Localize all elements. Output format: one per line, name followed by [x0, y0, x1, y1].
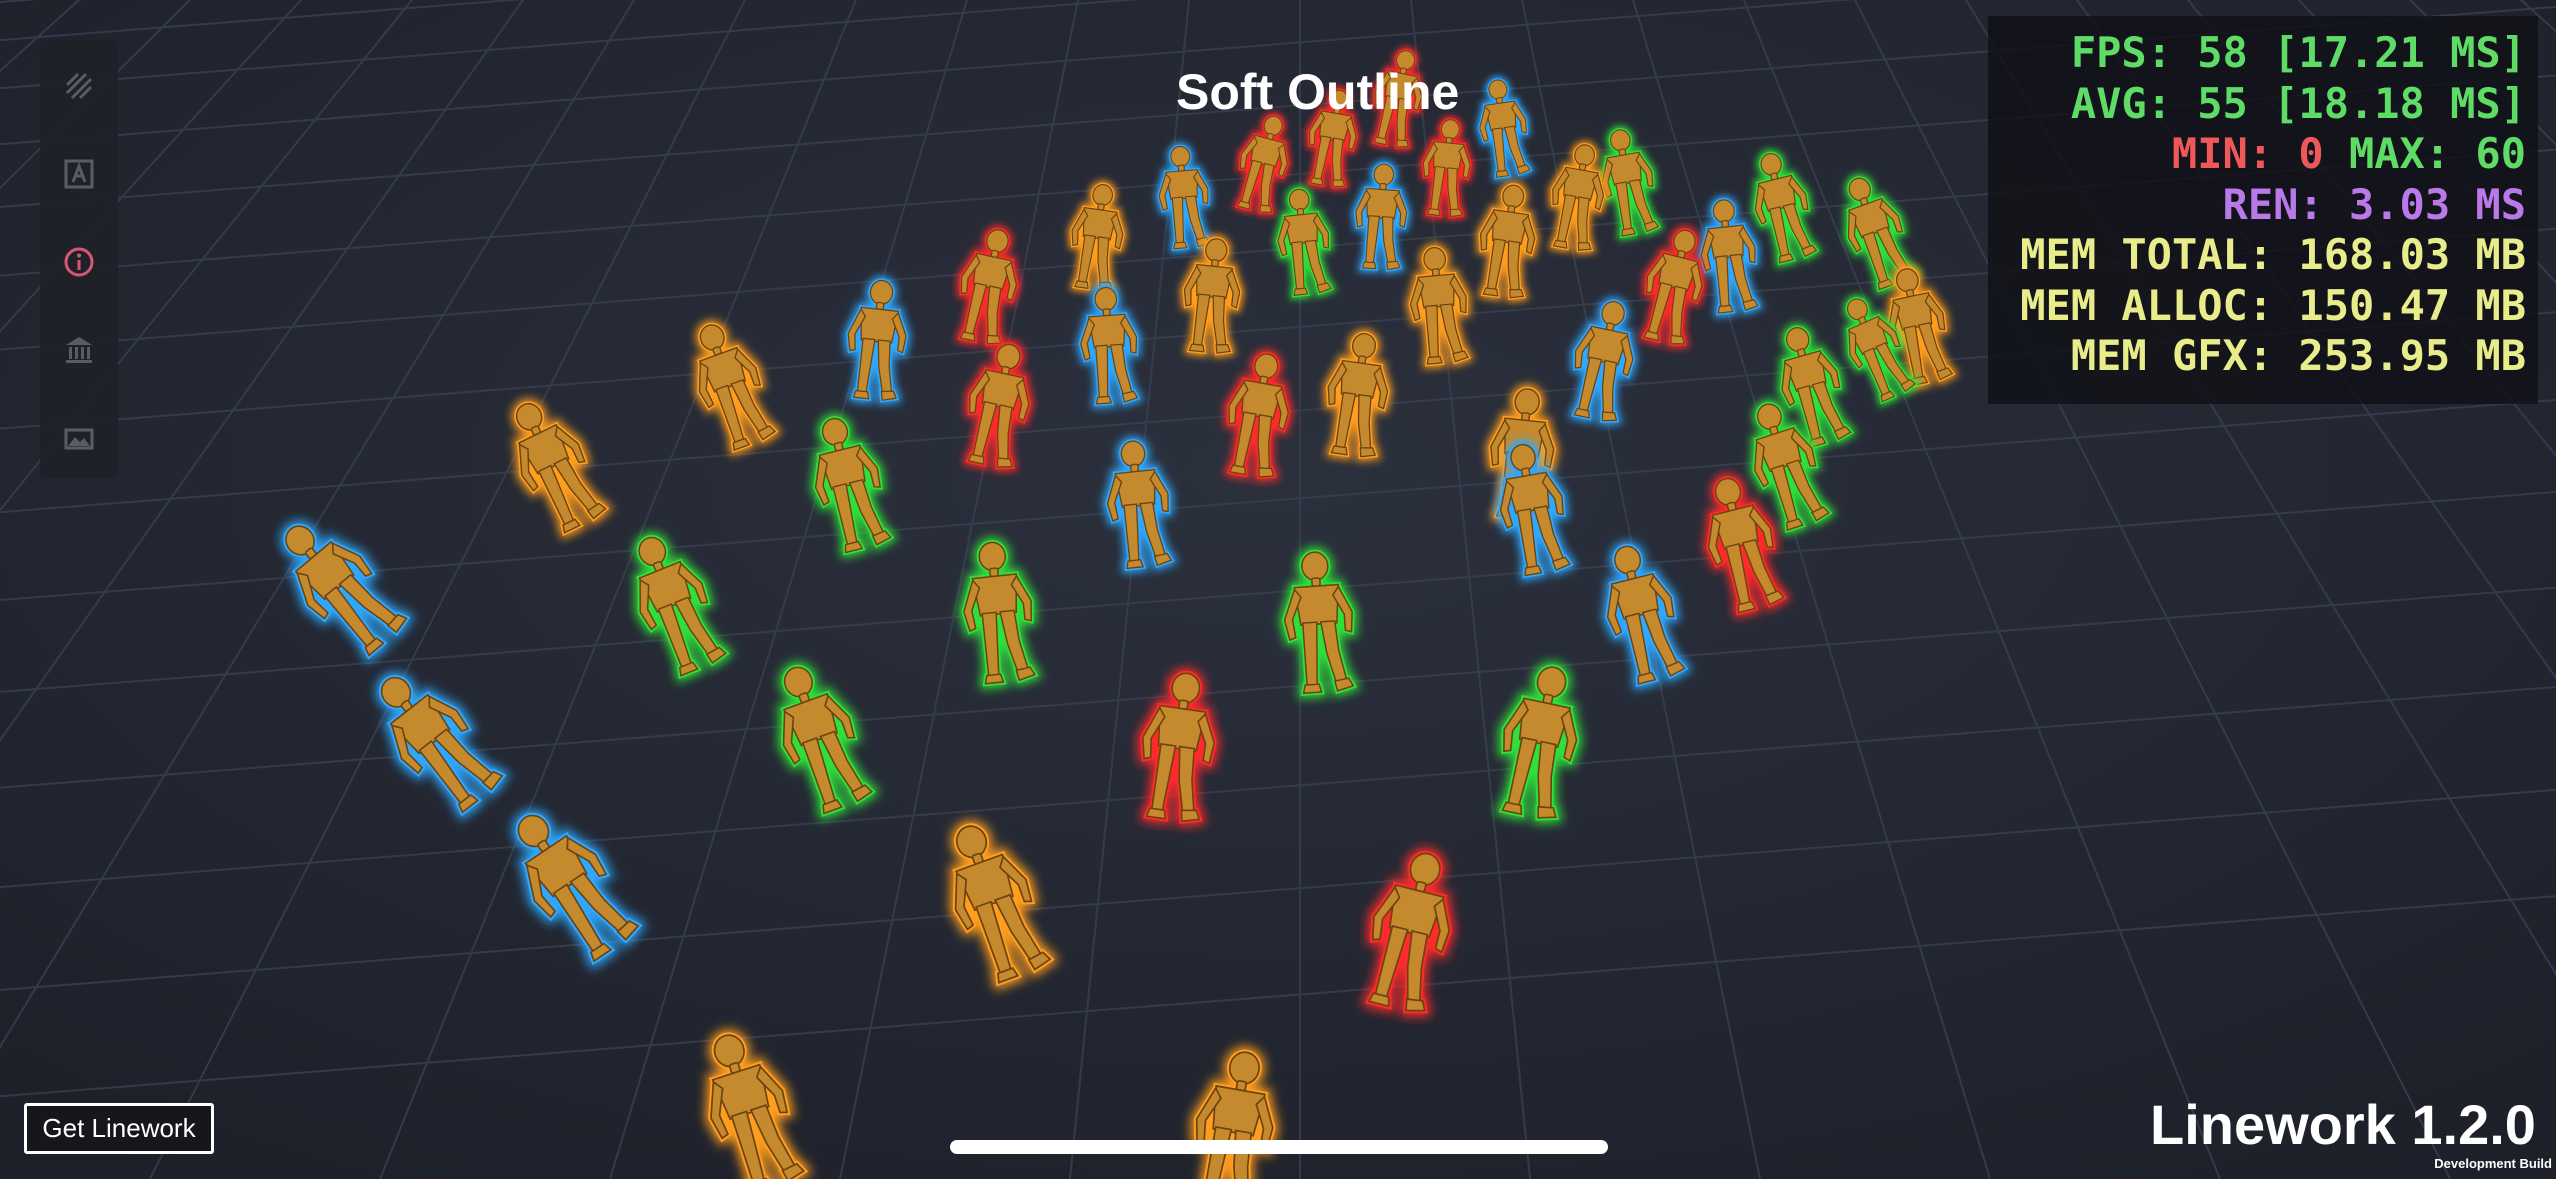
max-label: MAX:	[2348, 129, 2451, 178]
ren-label: REN:	[2222, 179, 2324, 229]
info-icon[interactable]	[57, 240, 101, 284]
fps-value: 58 [17.21 MS]	[2197, 28, 2526, 77]
mem-gfx-label: MEM GFX:	[2070, 331, 2274, 380]
mem-total-row: MEM TOTAL: 168.03 MB	[1988, 230, 2526, 281]
floor-grid-line	[379, 0, 858, 1179]
mem-alloc-value: 150.47 MB	[2298, 280, 2526, 330]
floor-grid-line	[1521, 0, 1761, 1179]
mem-alloc-label: MEM ALLOC:	[2020, 280, 2274, 330]
scene-landscape-icon[interactable]	[57, 416, 101, 460]
ren-row: REN: 3.03 MS	[1988, 180, 2526, 231]
floor-grid-line	[0, 0, 81, 73]
floor-grid-line	[149, 0, 747, 1179]
version-label: Linework 1.2.0	[2150, 1093, 2536, 1156]
performance-stats-panel: FPS: 58 [17.21 MS] AVG: 55 [18.18 MS] MI…	[1988, 16, 2538, 404]
floor-grid-line	[0, 0, 1140, 90]
min-label: MIN:	[2171, 129, 2274, 178]
max-value: 60	[2475, 129, 2526, 178]
avg-row: AVG: 55 [18.18 MS]	[1988, 79, 2526, 130]
museum-icon[interactable]	[57, 328, 101, 372]
floor-grid-line	[1742, 0, 2221, 1179]
mem-total-value: 168.03 MB	[2298, 230, 2526, 279]
fps-label: FPS:	[2070, 28, 2172, 77]
hatch-pattern-icon[interactable]	[57, 64, 101, 108]
floor-grid-line	[0, 398, 2556, 602]
home-indicator[interactable]	[950, 1140, 1608, 1154]
mem-gfx-row: MEM GFX: 253.95 MB	[1988, 331, 2526, 382]
floor-grid-line	[0, 0, 526, 42]
floor-grid-line	[0, 0, 1856, 146]
min-value: 0	[2298, 129, 2324, 178]
avg-label: AVG:	[2070, 78, 2172, 128]
floor-grid-line	[1069, 0, 1190, 1179]
ren-value: 3.03 MS	[2348, 179, 2526, 229]
floor-grid-line	[1853, 0, 2451, 1179]
floor-grid-line	[1631, 0, 1991, 1179]
floor-grid-line	[609, 0, 969, 1179]
development-build-label: Development Build	[2434, 1156, 2552, 1171]
floor-grid-line	[0, 490, 2556, 693]
floor-grid-line	[839, 0, 1079, 1179]
mem-total-label: MEM TOTAL:	[2020, 230, 2274, 279]
mem-alloc-row: MEM ALLOC: 150.47 MB	[1988, 281, 2526, 332]
avg-value: 55 [18.18 MS]	[2197, 78, 2526, 128]
floor-grid-line	[0, 0, 525, 742]
min-max-row: MIN: 0 MAX: 60	[1988, 129, 2526, 180]
get-linework-button[interactable]: Get Linework	[24, 1103, 214, 1154]
floor-grid-line	[0, 788, 2556, 991]
floor-grid-line	[0, 0, 303, 333]
letter-a-icon[interactable]	[57, 152, 101, 196]
fps-row: FPS: 58 [17.21 MS]	[1988, 28, 2526, 79]
floor-grid-line	[0, 685, 2556, 889]
mem-gfx-value: 253.95 MB	[2298, 331, 2526, 380]
floor-grid-line	[0, 0, 192, 190]
floor-grid-line	[1410, 0, 1531, 1179]
floor-grid-line	[0, 895, 2556, 1098]
floor-grid-line	[0, 0, 414, 512]
tool-sidebar	[40, 40, 118, 478]
page-title: Soft Outline	[1176, 64, 1460, 120]
